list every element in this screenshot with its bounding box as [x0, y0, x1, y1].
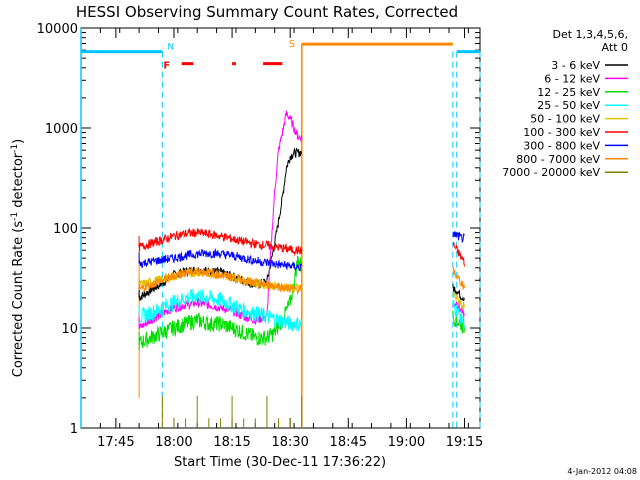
plot-frame	[80, 27, 481, 429]
axes-layer: 1 10 100 1000 10000 17:45 18:00 18:15 18:30 18:45…	[37, 22, 484, 450]
ylabel-main: Corrected Count Rate (s	[11, 221, 26, 378]
series-line	[452, 265, 465, 291]
legend-header-2: Att 0	[602, 41, 628, 54]
legend-item-label: 800 - 7000 keV	[516, 153, 600, 166]
legend-item-label: 12 - 25 keV	[537, 86, 600, 99]
x-axis-label: Start Time (30-Dec-11 17:36:22)	[174, 455, 386, 470]
ylabel-sup2: -1	[10, 144, 20, 153]
y-tick-label: 10000	[37, 22, 78, 37]
x-tick-label: 18:00	[155, 435, 192, 450]
series-line	[138, 255, 303, 351]
y-tick-label: 1	[70, 422, 78, 437]
series-line	[138, 247, 302, 272]
series-layer	[138, 110, 465, 428]
x-tick-label: 18:30	[271, 435, 308, 450]
y-tick-label: 100	[53, 222, 78, 237]
series-line	[138, 266, 303, 296]
series-line	[138, 227, 303, 257]
x-tick-label: 18:45	[330, 435, 367, 450]
legend-item-label: 3 - 6 keV	[551, 59, 600, 72]
series-line	[452, 310, 465, 334]
y-axis-label: Corrected Count Rate (s-1 detector-1)	[10, 139, 26, 377]
series-line	[452, 284, 465, 302]
footer-date: 4-Jan-2012 04:08	[567, 467, 637, 476]
series-line	[452, 300, 465, 330]
legend-item-label: 300 - 800 keV	[523, 139, 600, 152]
legend-item-label: 6 - 12 keV	[544, 72, 600, 85]
series-line	[138, 288, 303, 332]
legend-item-label: 100 - 300 keV	[523, 126, 600, 139]
ylabel-end: )	[11, 139, 26, 144]
series-line	[452, 292, 465, 311]
legend-item-label: 25 - 50 keV	[537, 99, 600, 112]
chart-title: HESSI Observing Summary Count Rates, Cor…	[76, 3, 458, 21]
ylabel-mid: detector	[11, 152, 26, 212]
flag-label-N: N	[167, 43, 174, 53]
x-tick-label: 18:15	[213, 435, 250, 450]
svg-text:Corrected Count Rate (s-1 dete: Corrected Count Rate (s-1 detector-1)	[10, 139, 26, 377]
y-tick-label: 10	[61, 322, 78, 337]
y-tick-label: 1000	[45, 122, 78, 137]
flag-label-F: F	[163, 61, 170, 72]
special-marks-layer: NF S	[80, 28, 481, 428]
legend-item-label: 50 - 100 keV	[530, 113, 600, 126]
series-line	[452, 242, 465, 267]
flag-label-S: S	[289, 39, 295, 50]
legend-header-1: Det 1,3,4,5,6,	[552, 28, 628, 41]
legend-item-label: 7000 - 20000 keV	[502, 166, 600, 179]
x-tick-label: 19:00	[388, 435, 425, 450]
x-tick-label: 17:45	[97, 435, 134, 450]
x-tick-label: 19:15	[446, 435, 483, 450]
ylabel-sup1: -1	[10, 212, 20, 221]
series-line	[452, 231, 465, 244]
